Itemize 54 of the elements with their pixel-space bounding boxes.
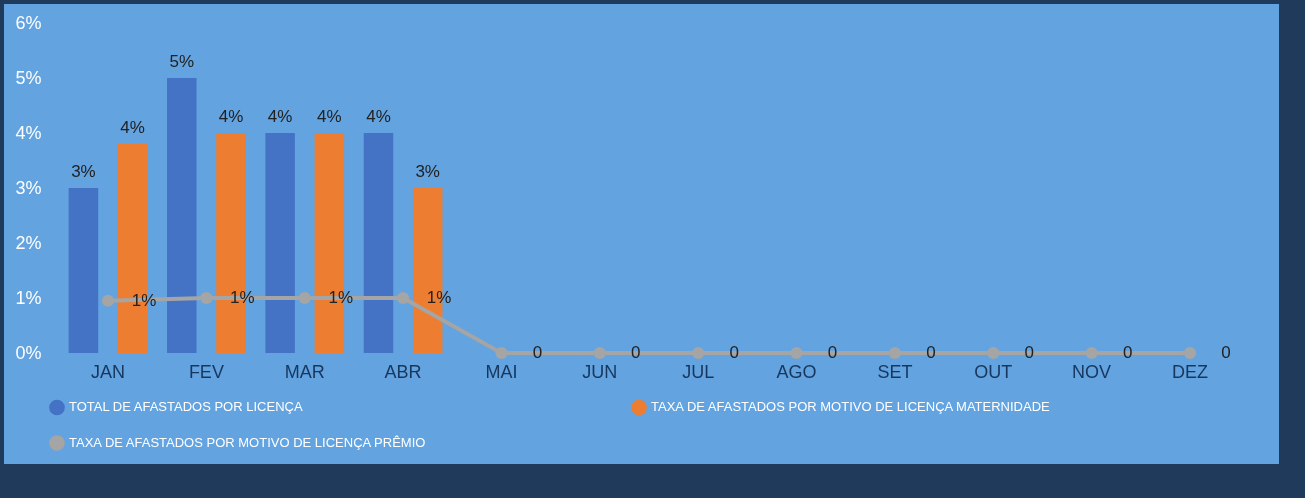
y-tick-label: 3% bbox=[15, 177, 42, 198]
data-label: 4% bbox=[218, 107, 244, 126]
x-tick-label: JAN bbox=[91, 361, 126, 382]
point bbox=[888, 346, 902, 360]
data-label: 0 bbox=[926, 343, 936, 362]
point bbox=[1183, 346, 1197, 360]
bar bbox=[167, 78, 197, 353]
data-label: 4% bbox=[267, 107, 293, 126]
point bbox=[1085, 346, 1098, 360]
data-label: 4% bbox=[317, 107, 342, 126]
y-tick-label: 6% bbox=[15, 12, 42, 33]
y-tick-label: 1% bbox=[15, 287, 42, 308]
data-label: 5% bbox=[169, 52, 195, 71]
x-tick-label: MAI bbox=[485, 361, 518, 382]
x-tick-label: OUT bbox=[974, 361, 1013, 382]
x-tick-label: NOV bbox=[1072, 361, 1112, 382]
y-tick-label: 0% bbox=[15, 342, 42, 363]
y-tick-label: 4% bbox=[15, 122, 42, 143]
data-label: 0 bbox=[827, 343, 838, 362]
point bbox=[692, 346, 705, 360]
data-label: 0 bbox=[532, 343, 543, 362]
data-label: 4% bbox=[120, 118, 145, 137]
y-tick-label: 2% bbox=[15, 232, 42, 253]
x-tick-label: AGO bbox=[776, 361, 817, 382]
point bbox=[593, 346, 606, 360]
point bbox=[298, 291, 311, 305]
data-label: 0 bbox=[1122, 343, 1133, 362]
point bbox=[495, 346, 508, 360]
data-label: 0 bbox=[729, 343, 739, 362]
bar bbox=[68, 188, 99, 353]
x-tick-label: JUL bbox=[682, 361, 715, 382]
data-label: 0 bbox=[1221, 343, 1231, 362]
x-tick-label: DEZ bbox=[1171, 361, 1208, 382]
data-label: 3% bbox=[71, 162, 96, 181]
bar bbox=[363, 133, 394, 353]
legend-label: TAXA DE AFASTADOS POR MOTIVO DE LICENÇA PRÊMIO bbox=[69, 435, 426, 450]
legend-label: TOTAL DE AFASTADOS POR LICENÇA bbox=[69, 399, 303, 415]
y-tick-label: 5% bbox=[15, 67, 42, 88]
data-label: 0 bbox=[631, 343, 641, 362]
bar bbox=[265, 133, 295, 353]
legend-label: TAXA DE AFASTADOS POR MOTIVO DE LICENÇA MATERNIDADE bbox=[651, 399, 1051, 415]
data-label: 3% bbox=[415, 162, 440, 181]
point bbox=[101, 294, 115, 307]
x-tick-label: MAR bbox=[284, 361, 325, 382]
data-label: 4% bbox=[366, 107, 391, 126]
point bbox=[396, 291, 410, 305]
x-tick-label: SET bbox=[877, 361, 913, 382]
x-tick-label: JUN bbox=[582, 361, 618, 382]
point bbox=[987, 346, 1000, 360]
point bbox=[790, 346, 803, 360]
data-label: 0 bbox=[1024, 343, 1034, 362]
point bbox=[200, 291, 213, 305]
x-tick-label: FEV bbox=[188, 361, 224, 382]
x-tick-label: ABR bbox=[384, 361, 422, 382]
